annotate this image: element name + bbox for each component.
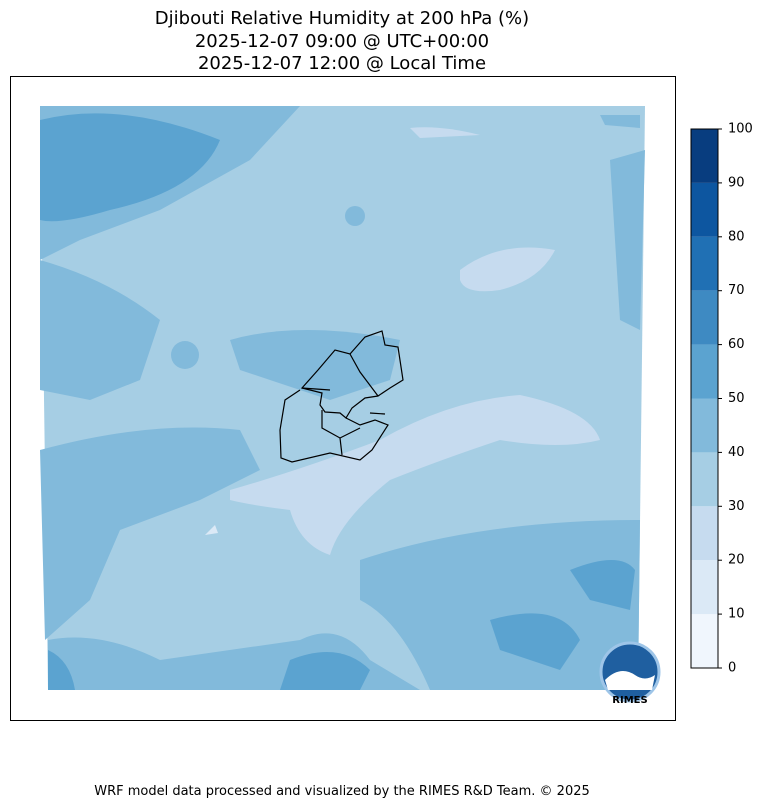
title-line: Djibouti Relative Humidity at 200 hPa (%…: [155, 8, 529, 29]
colorbar-cell: [691, 560, 718, 615]
colorbar-tick-label: 90: [728, 175, 745, 190]
colorbar-cell: [691, 398, 718, 453]
colorbar-tick-label: 30: [728, 499, 745, 514]
colorbar-tick-label: 0: [728, 661, 736, 676]
colorbar-cell: [691, 236, 718, 291]
colorbar-tick-label: 100: [728, 122, 753, 137]
colorbar-cell: [691, 290, 718, 345]
country-borders: [279, 330, 404, 463]
colorbar-cell: [691, 182, 718, 237]
colorbar-tick-label: 60: [728, 337, 745, 352]
colorbar-cell: [691, 614, 718, 668]
colorbar-tick-label: 80: [728, 229, 745, 244]
colorbar-tick-label: 50: [728, 391, 745, 406]
colorbar-cell: [691, 344, 718, 399]
colorbar-cell: [691, 129, 718, 183]
colorbar-tick-label: 20: [728, 553, 745, 568]
colorbar: 0 10 20 30 40 50 60 70 80 90 100: [690, 122, 753, 676]
title-line: 2025-12-07 09:00 @ UTC+00:00: [195, 31, 489, 52]
humidity-field: [40, 106, 645, 690]
title-line: 2025-12-07 12:00 @ Local Time: [198, 53, 486, 74]
logo-text: RIMES: [612, 695, 647, 706]
colorbar-tick-label: 40: [728, 445, 745, 460]
colorbar-cell: [691, 452, 718, 507]
rimes-logo: RIMES: [599, 641, 661, 706]
footer: WRF model data processed and visualized …: [94, 784, 590, 799]
colorbar-cell: [691, 506, 718, 561]
colorbar-tick-label: 70: [728, 283, 745, 298]
colorbar-tick-label: 10: [728, 607, 745, 622]
